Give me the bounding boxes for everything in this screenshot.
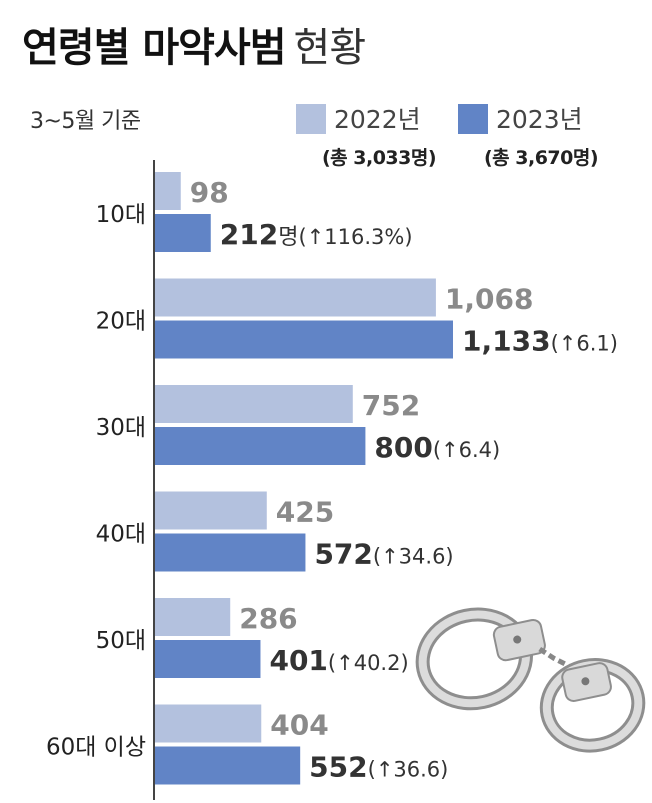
data-value-2023: 552 bbox=[309, 751, 367, 784]
bar-2023 bbox=[155, 640, 261, 678]
legend-total-2023: (총 3,670명) bbox=[484, 147, 599, 169]
data-label-2023: 572(↑34.6) bbox=[314, 538, 453, 571]
bar-2023 bbox=[155, 214, 211, 252]
change-label: (↑40.2) bbox=[328, 651, 409, 675]
change-label: (↑116.3%) bbox=[298, 225, 412, 249]
bar-2022 bbox=[155, 491, 267, 530]
basis-note: 3~5월 기준 bbox=[30, 109, 141, 134]
data-label-2023: 212명(↑116.3%) bbox=[220, 218, 413, 251]
data-label-2022: 286 bbox=[239, 602, 297, 635]
bar-2022 bbox=[155, 385, 353, 423]
change-label: (↑6.4) bbox=[433, 438, 500, 462]
data-label-2023: 552(↑36.6) bbox=[309, 751, 448, 784]
bar-2023 bbox=[155, 320, 453, 359]
title-light-text: 현황 bbox=[293, 25, 367, 71]
category-label: 30대 bbox=[96, 415, 146, 441]
change-label: (↑36.6) bbox=[368, 758, 449, 782]
data-value-2023: 212 bbox=[220, 218, 278, 251]
bar-2022 bbox=[155, 704, 262, 743]
data-value-2023: 1,133 bbox=[462, 325, 551, 358]
legend-total-2022: (총 3,033명) bbox=[322, 147, 437, 169]
change-label: (↑6.1) bbox=[551, 332, 618, 356]
data-value-2023: 800 bbox=[374, 431, 432, 464]
bar-2023 bbox=[155, 533, 306, 572]
category-label: 60대 이상 bbox=[46, 735, 146, 761]
bar-2023 bbox=[155, 746, 301, 785]
data-label-2022: 98 bbox=[190, 176, 229, 209]
data-label-2023: 1,133(↑6.1) bbox=[462, 325, 618, 358]
legend-label-2023: 2023년 bbox=[496, 105, 583, 134]
bar-2022 bbox=[155, 278, 436, 317]
bar-2023 bbox=[155, 427, 366, 465]
category-label: 10대 bbox=[96, 202, 146, 228]
legend-swatch-2023 bbox=[458, 104, 488, 134]
data-label-2022: 425 bbox=[276, 496, 334, 529]
data-unit-2023: 명 bbox=[278, 225, 298, 250]
handcuffs-icon bbox=[415, 607, 646, 753]
category-label: 50대 bbox=[96, 628, 146, 654]
data-label-2023: 401(↑40.2) bbox=[269, 644, 408, 677]
category-label: 40대 bbox=[96, 522, 146, 548]
data-label-2022: 752 bbox=[362, 389, 420, 422]
data-label-2023: 800(↑6.4) bbox=[374, 431, 500, 464]
data-value-2023: 572 bbox=[314, 538, 372, 571]
title-bold-text: 연령별 마약사범 bbox=[22, 25, 287, 71]
bar-2022 bbox=[155, 598, 231, 636]
legend-swatch-2022 bbox=[296, 104, 326, 134]
bar-2022 bbox=[155, 172, 181, 210]
data-value-2023: 401 bbox=[269, 644, 327, 677]
data-label-2022: 1,068 bbox=[445, 283, 534, 316]
change-label: (↑34.6) bbox=[373, 545, 454, 569]
category-label: 20대 bbox=[96, 309, 146, 335]
chart-title: 연령별 마약사범 현황 bbox=[22, 18, 367, 78]
data-label-2022: 404 bbox=[270, 709, 328, 742]
legend-label-2022: 2022년 bbox=[334, 105, 421, 134]
